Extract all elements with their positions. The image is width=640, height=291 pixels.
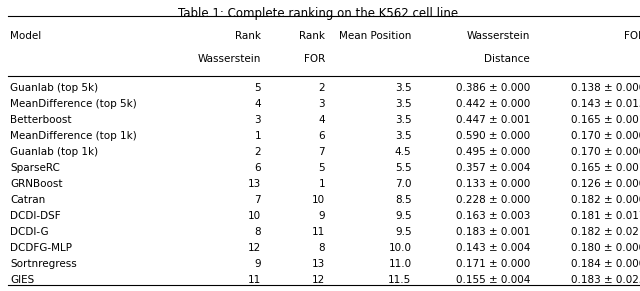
Text: 1: 1 bbox=[255, 131, 261, 141]
Text: 0.170 ± 0.000: 0.170 ± 0.000 bbox=[571, 131, 640, 141]
Text: 6: 6 bbox=[255, 163, 261, 173]
Text: Rank: Rank bbox=[299, 31, 325, 40]
Text: 8.5: 8.5 bbox=[395, 195, 412, 205]
Text: DCDFG-MLP: DCDFG-MLP bbox=[10, 243, 72, 253]
Text: 0.442 ± 0.000: 0.442 ± 0.000 bbox=[456, 99, 530, 109]
Text: 2: 2 bbox=[255, 147, 261, 157]
Text: Betterboost: Betterboost bbox=[10, 115, 72, 125]
Text: 0.182 ± 0.021: 0.182 ± 0.021 bbox=[571, 227, 640, 237]
Text: Rank: Rank bbox=[235, 31, 261, 40]
Text: 9: 9 bbox=[255, 259, 261, 269]
Text: 0.133 ± 0.000: 0.133 ± 0.000 bbox=[456, 179, 530, 189]
Text: 5: 5 bbox=[255, 83, 261, 93]
Text: 11.5: 11.5 bbox=[388, 275, 412, 285]
Text: Model: Model bbox=[10, 31, 42, 40]
Text: Table 1: Complete ranking on the K562 cell line.: Table 1: Complete ranking on the K562 ce… bbox=[178, 7, 462, 20]
Text: 0.163 ± 0.003: 0.163 ± 0.003 bbox=[456, 211, 530, 221]
Text: 13: 13 bbox=[248, 179, 261, 189]
Text: 8: 8 bbox=[255, 227, 261, 237]
Text: 0.180 ± 0.000: 0.180 ± 0.000 bbox=[571, 243, 640, 253]
Text: 0.143 ± 0.013: 0.143 ± 0.013 bbox=[571, 99, 640, 109]
Text: Distance: Distance bbox=[484, 54, 530, 64]
Text: Guanlab (top 5k): Guanlab (top 5k) bbox=[10, 83, 99, 93]
Text: 9.5: 9.5 bbox=[395, 211, 412, 221]
Text: 0.183 ± 0.025: 0.183 ± 0.025 bbox=[571, 275, 640, 285]
Text: 7: 7 bbox=[255, 195, 261, 205]
Text: 0.447 ± 0.001: 0.447 ± 0.001 bbox=[456, 115, 530, 125]
Text: 4: 4 bbox=[255, 99, 261, 109]
Text: 3.5: 3.5 bbox=[395, 99, 412, 109]
Text: 11.0: 11.0 bbox=[388, 259, 412, 269]
Text: 4: 4 bbox=[319, 115, 325, 125]
Text: 12: 12 bbox=[312, 275, 325, 285]
Text: GRNBoost: GRNBoost bbox=[10, 179, 63, 189]
Text: 3.5: 3.5 bbox=[395, 131, 412, 141]
Text: 0.165 ± 0.001: 0.165 ± 0.001 bbox=[571, 115, 640, 125]
Text: 0.170 ± 0.000: 0.170 ± 0.000 bbox=[571, 147, 640, 157]
Text: 13: 13 bbox=[312, 259, 325, 269]
Text: Catran: Catran bbox=[10, 195, 45, 205]
Text: DCDI-DSF: DCDI-DSF bbox=[10, 211, 61, 221]
Text: Wasserstein: Wasserstein bbox=[467, 31, 530, 40]
Text: 3.5: 3.5 bbox=[395, 115, 412, 125]
Text: Guanlab (top 1k): Guanlab (top 1k) bbox=[10, 147, 99, 157]
Text: 0.155 ± 0.004: 0.155 ± 0.004 bbox=[456, 275, 530, 285]
Text: 6: 6 bbox=[319, 131, 325, 141]
Text: 11: 11 bbox=[312, 227, 325, 237]
Text: 8: 8 bbox=[319, 243, 325, 253]
Text: 7.0: 7.0 bbox=[395, 179, 412, 189]
Text: 0.495 ± 0.000: 0.495 ± 0.000 bbox=[456, 147, 530, 157]
Text: 9.5: 9.5 bbox=[395, 227, 412, 237]
Text: Sortnregress: Sortnregress bbox=[10, 259, 77, 269]
Text: 0.165 ± 0.001: 0.165 ± 0.001 bbox=[571, 163, 640, 173]
Text: 10: 10 bbox=[312, 195, 325, 205]
Text: 5: 5 bbox=[319, 163, 325, 173]
Text: 0.182 ± 0.000: 0.182 ± 0.000 bbox=[571, 195, 640, 205]
Text: 0.228 ± 0.000: 0.228 ± 0.000 bbox=[456, 195, 530, 205]
Text: Wasserstein: Wasserstein bbox=[198, 54, 261, 64]
Text: 0.143 ± 0.004: 0.143 ± 0.004 bbox=[456, 243, 530, 253]
Text: 0.590 ± 0.000: 0.590 ± 0.000 bbox=[456, 131, 530, 141]
Text: 9: 9 bbox=[319, 211, 325, 221]
Text: FOR: FOR bbox=[304, 54, 325, 64]
Text: MeanDifference (top 1k): MeanDifference (top 1k) bbox=[10, 131, 137, 141]
Text: 0.183 ± 0.001: 0.183 ± 0.001 bbox=[456, 227, 530, 237]
Text: Mean Position: Mean Position bbox=[339, 31, 412, 40]
Text: 11: 11 bbox=[248, 275, 261, 285]
Text: 0.357 ± 0.004: 0.357 ± 0.004 bbox=[456, 163, 530, 173]
Text: 2: 2 bbox=[319, 83, 325, 93]
Text: 10: 10 bbox=[248, 211, 261, 221]
Text: 5.5: 5.5 bbox=[395, 163, 412, 173]
Text: 3: 3 bbox=[319, 99, 325, 109]
Text: 1: 1 bbox=[319, 179, 325, 189]
Text: SparseRC: SparseRC bbox=[10, 163, 60, 173]
Text: 0.171 ± 0.000: 0.171 ± 0.000 bbox=[456, 259, 530, 269]
Text: DCDI-G: DCDI-G bbox=[10, 227, 49, 237]
Text: 3.5: 3.5 bbox=[395, 83, 412, 93]
Text: 10.0: 10.0 bbox=[388, 243, 412, 253]
Text: 0.386 ± 0.000: 0.386 ± 0.000 bbox=[456, 83, 530, 93]
Text: FOR: FOR bbox=[624, 31, 640, 40]
Text: GIES: GIES bbox=[10, 275, 35, 285]
Text: 7: 7 bbox=[319, 147, 325, 157]
Text: 0.138 ± 0.000: 0.138 ± 0.000 bbox=[571, 83, 640, 93]
Text: 0.126 ± 0.000: 0.126 ± 0.000 bbox=[571, 179, 640, 189]
Text: MeanDifference (top 5k): MeanDifference (top 5k) bbox=[10, 99, 137, 109]
Text: 4.5: 4.5 bbox=[395, 147, 412, 157]
Text: 12: 12 bbox=[248, 243, 261, 253]
Text: 0.184 ± 0.000: 0.184 ± 0.000 bbox=[571, 259, 640, 269]
Text: 3: 3 bbox=[255, 115, 261, 125]
Text: 0.181 ± 0.017: 0.181 ± 0.017 bbox=[571, 211, 640, 221]
